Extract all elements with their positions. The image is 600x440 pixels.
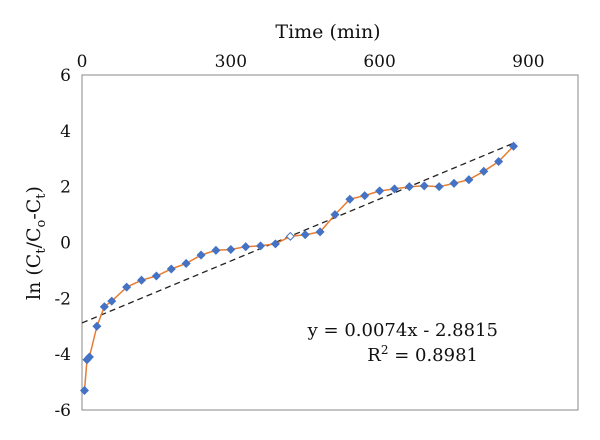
x-tick-label: 0 bbox=[77, 52, 88, 72]
data-point bbox=[79, 385, 89, 395]
data-point bbox=[84, 352, 94, 362]
data-point bbox=[226, 244, 236, 254]
data-point bbox=[285, 231, 295, 241]
data-point bbox=[360, 191, 370, 201]
data-point bbox=[464, 175, 474, 185]
data-point bbox=[270, 239, 280, 249]
y-title-sub: o bbox=[34, 219, 49, 227]
data-point bbox=[211, 245, 221, 255]
y-tick-label: 2 bbox=[60, 178, 71, 198]
data-point bbox=[241, 242, 251, 252]
data-point bbox=[330, 210, 340, 220]
r-squared-prefix: R bbox=[367, 345, 381, 366]
data-point bbox=[375, 186, 385, 196]
x-tick-label: 600 bbox=[363, 52, 395, 72]
y-tick-label: -4 bbox=[54, 345, 71, 365]
y-title-part: ln (C bbox=[23, 254, 45, 300]
data-point bbox=[107, 296, 117, 306]
y-tick-label: -2 bbox=[54, 289, 71, 309]
data-point bbox=[509, 141, 519, 151]
y-tick-label: -6 bbox=[54, 401, 71, 421]
x-tick-label: 900 bbox=[512, 52, 544, 72]
data-point bbox=[315, 227, 325, 237]
y-tick-label: 4 bbox=[60, 122, 71, 142]
data-point bbox=[494, 157, 504, 167]
data-point bbox=[196, 250, 206, 260]
x-axis-ticks: 0 300 600 900 bbox=[77, 52, 545, 72]
r-squared-label: R2 = 0.8981 bbox=[367, 343, 478, 366]
data-point bbox=[99, 302, 109, 312]
plot-layer bbox=[79, 141, 519, 395]
r-squared-value: = 0.8981 bbox=[388, 345, 478, 366]
data-point bbox=[449, 178, 459, 188]
y-title-sub: t bbox=[34, 193, 49, 199]
x-axis-title: Time (min) bbox=[275, 21, 380, 43]
y-axis-title: ln (Ct/Co-Ct) bbox=[23, 186, 49, 300]
trendline-equation: y = 0.0074x - 2.8815 bbox=[307, 320, 498, 341]
y-tick-label: 6 bbox=[60, 66, 71, 86]
data-point bbox=[92, 321, 102, 331]
data-point bbox=[166, 264, 176, 274]
plot-area-frame bbox=[81, 74, 579, 411]
x-tick-label: 300 bbox=[215, 52, 247, 72]
y-title-part: ) bbox=[23, 186, 45, 193]
data-point bbox=[404, 182, 414, 192]
data-point bbox=[151, 271, 161, 281]
data-point bbox=[345, 194, 355, 204]
y-title-part: -C bbox=[23, 199, 45, 220]
y-tick-label: 0 bbox=[60, 234, 71, 254]
data-point bbox=[137, 275, 147, 285]
y-axis-ticks: 6 4 2 0 -2 -4 -6 bbox=[54, 66, 71, 421]
data-point bbox=[419, 181, 429, 191]
data-point bbox=[434, 182, 444, 192]
data-point bbox=[479, 166, 489, 176]
y-title-part: /C bbox=[23, 227, 45, 248]
data-point bbox=[256, 241, 266, 251]
r-squared-sup: 2 bbox=[381, 343, 389, 357]
data-point bbox=[389, 184, 399, 194]
trendline bbox=[81, 141, 517, 324]
y-title-sub: t bbox=[34, 248, 49, 254]
data-point bbox=[181, 258, 191, 268]
data-point bbox=[122, 282, 132, 292]
data-point bbox=[300, 230, 310, 240]
